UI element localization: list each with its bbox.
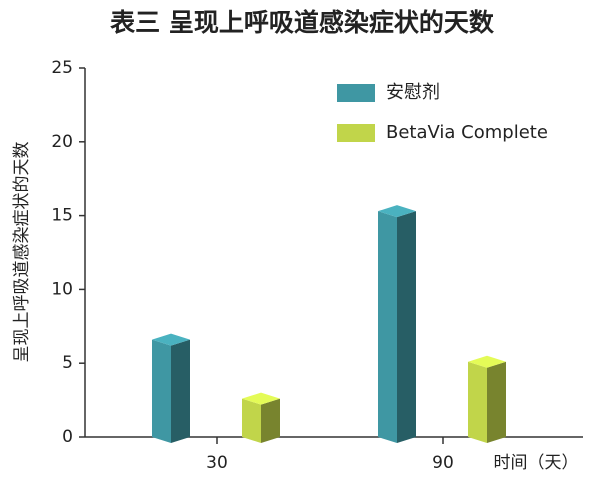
y-axis-label: 呈现上呼吸道感染症状的天数 — [12, 142, 32, 363]
bar-side — [487, 361, 506, 443]
bar-front — [152, 339, 171, 443]
bar-top — [378, 205, 416, 218]
y-tick-label: 15 — [51, 206, 73, 226]
legend-swatch — [337, 84, 375, 102]
bar-front — [468, 361, 487, 443]
bar-side — [171, 339, 190, 443]
bar-side — [397, 211, 416, 443]
x-tick-label: 90 — [432, 453, 454, 473]
bar — [152, 333, 190, 443]
x-axis-label: 时间（天） — [494, 453, 579, 473]
chart-title: 表三 呈现上呼吸道感染症状的天数 — [110, 8, 495, 37]
y-tick-label: 5 — [62, 353, 73, 373]
bar — [468, 355, 506, 443]
y-tick-label: 20 — [51, 132, 73, 152]
bar-top — [152, 333, 190, 346]
y-tick-label: 25 — [51, 58, 73, 78]
bar-top — [242, 392, 280, 405]
bar-top — [468, 355, 506, 368]
bar-front — [242, 398, 261, 443]
legend-label: 安慰剂 — [386, 82, 440, 103]
x-tick-label: 30 — [206, 453, 228, 473]
y-tick-label: 0 — [62, 427, 73, 447]
bar-front — [378, 211, 397, 443]
legend-label: BetaVia Complete — [386, 122, 548, 143]
legend-swatch — [337, 124, 375, 142]
bar — [378, 205, 416, 443]
bar — [242, 392, 280, 443]
y-tick-label: 10 — [51, 279, 73, 299]
bar-side — [261, 398, 280, 443]
